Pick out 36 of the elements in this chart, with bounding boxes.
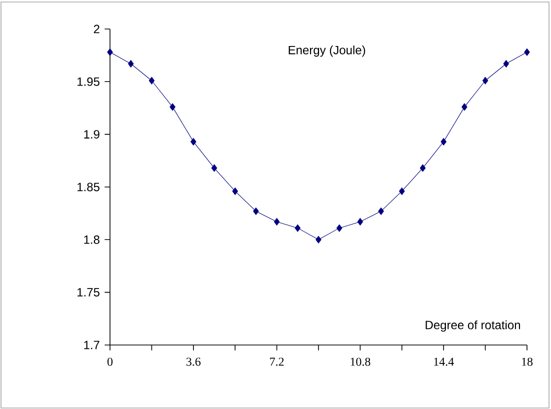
point [399, 187, 405, 195]
point [274, 218, 280, 226]
y-tick-label: 1.75 [78, 288, 100, 297]
y-tick-label: 1.9 [84, 130, 100, 139]
point [420, 164, 426, 172]
y-tick-label: 1.85 [78, 182, 100, 192]
point [128, 60, 134, 68]
point [107, 48, 113, 56]
point [253, 207, 259, 215]
y-tick-label: 1.7 [84, 340, 100, 350]
x-tick-label: 14.4 [434, 358, 454, 366]
point [148, 76, 155, 84]
point [462, 103, 468, 111]
point [357, 218, 364, 226]
point [211, 164, 218, 172]
x-tick-label: 0 [107, 358, 113, 366]
point [503, 60, 510, 68]
y-tick-label: 1.95 [78, 77, 100, 86]
x-tick-label: 18 [522, 358, 533, 366]
point [170, 103, 176, 111]
point [482, 76, 488, 84]
point [336, 224, 342, 232]
point [294, 224, 301, 232]
point [524, 48, 530, 56]
point [440, 138, 446, 146]
point [232, 187, 238, 195]
x-axis-title: Degree of rotation [426, 320, 520, 332]
point [378, 207, 384, 215]
y-tick-label: 1.8 [84, 235, 100, 244]
x-tick-label: 3.6 [186, 358, 201, 366]
y-tick-label: 2 [94, 24, 100, 34]
x-tick-label: 7.2 [270, 358, 284, 366]
x-tick-label: 10.8 [350, 358, 370, 366]
point [316, 236, 322, 244]
text: Energy (Joule) [288, 46, 366, 57]
point [190, 138, 196, 146]
